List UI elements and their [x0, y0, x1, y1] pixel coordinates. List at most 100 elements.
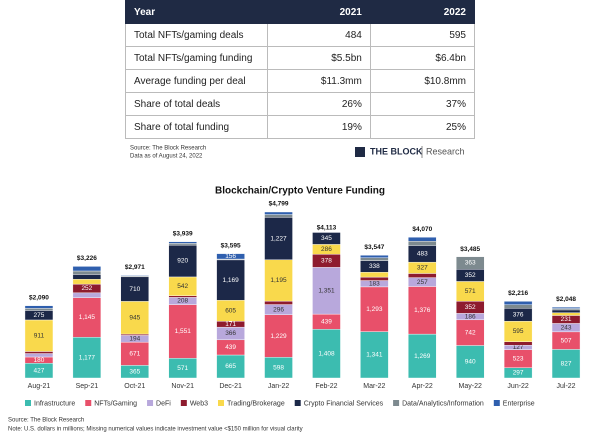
value-label: 1,195: [270, 277, 287, 284]
bar-segment: [120, 275, 149, 277]
value-label: 483: [417, 251, 428, 258]
value-label: 183: [369, 280, 380, 287]
total-label: $2,971: [125, 264, 145, 271]
bar-segment: [216, 259, 245, 301]
value-label: 1,293: [366, 306, 383, 313]
bar-segment: [551, 306, 581, 309]
legend-label: Enterprise: [503, 400, 535, 407]
x-tick-label: May-22: [459, 383, 482, 390]
bar-segment: [551, 308, 581, 311]
bar-segment: [360, 276, 389, 281]
value-label: 911: [34, 332, 45, 339]
x-tick-label: Apr-22: [412, 383, 433, 390]
table-row: Average funding per deal $11.3mm $10.8mm: [125, 69, 476, 93]
bar-segment: [264, 259, 293, 302]
value-label: 523: [513, 355, 524, 362]
value-label: 186: [465, 313, 476, 320]
table-cell: $5.5bn: [267, 46, 371, 70]
value-label: 194: [129, 336, 140, 343]
summary-table: Year 2021 2022 Total NFTs/gaming deals 48…: [125, 0, 476, 139]
chart-title: Blockchain/Crypto Venture Funding: [215, 186, 385, 197]
legend-swatch: [218, 400, 224, 406]
x-tick-label: Sep-21: [76, 383, 99, 390]
value-label: 338: [369, 263, 380, 270]
value-label: 571: [465, 288, 476, 295]
value-label: 365: [129, 368, 140, 375]
total-label: $2,048: [556, 296, 576, 303]
value-label: 1,229: [270, 333, 287, 340]
legend-swatch: [294, 400, 301, 406]
value-label: 366: [225, 330, 236, 337]
table-cell: 595: [369, 23, 476, 47]
legend-swatch: [180, 400, 187, 406]
value-label: 439: [321, 318, 332, 325]
value-label: 598: [273, 364, 284, 371]
value-label: 605: [225, 307, 236, 314]
table-cell: Total NFTs/gaming deals: [125, 23, 268, 47]
value-label: 920: [177, 258, 188, 265]
legend-label: NFTs/Gaming: [94, 400, 137, 407]
value-label: 208: [177, 298, 188, 305]
bar-segment: [216, 253, 245, 260]
bar-segment: [72, 266, 102, 272]
header-cell: 2022: [369, 0, 476, 24]
total-label: $2,216: [508, 290, 528, 297]
value-label: 275: [34, 312, 45, 319]
bar-segment: [168, 243, 197, 246]
bar-segment: [72, 292, 102, 298]
bar-segment: [360, 286, 389, 332]
legend-label: Crypto Financial Services: [304, 400, 384, 407]
value-label: 127: [513, 344, 524, 351]
value-label: 286: [321, 246, 332, 253]
value-label: 742: [465, 329, 476, 336]
table-cell: 25%: [369, 115, 476, 139]
table-row: Share of total funding 19% 25%: [125, 115, 476, 139]
value-label: 945: [129, 314, 140, 321]
table-cell: 19%: [267, 115, 371, 139]
bar-segment: [24, 319, 54, 352]
table-cell: Share of total funding: [125, 115, 268, 139]
total-label: $4,070: [412, 226, 432, 233]
legend-label: Trading/Brokerage: [227, 400, 285, 407]
x-tick-label: Nov-21: [171, 383, 194, 390]
bar-segment: [408, 237, 437, 242]
legend-label: Infrastructure: [34, 400, 75, 407]
value-label: 171: [225, 321, 236, 328]
x-tick-label: Aug-21: [28, 383, 51, 390]
table-row: Share of total deals 26% 37%: [125, 92, 476, 116]
bar-segment: [551, 309, 581, 313]
logo-icon: [355, 147, 365, 157]
bar-segment: [408, 286, 437, 335]
bar-segment: [312, 329, 341, 379]
bar-segment: [264, 214, 293, 218]
value-label: 542: [177, 283, 188, 290]
value-label: 1,269: [414, 353, 431, 360]
total-label: $3,226: [77, 255, 97, 262]
bar-segment: [360, 331, 389, 379]
value-label: 378: [321, 258, 332, 265]
value-label: 257: [417, 279, 428, 286]
bar-segment: [264, 211, 293, 215]
bar-segment: [360, 257, 389, 261]
x-tick-label: Dec-21: [219, 383, 242, 390]
table-cell: $11.3mm: [267, 69, 371, 93]
value-label: 710: [129, 286, 140, 293]
value-label: 156: [225, 253, 236, 260]
value-label: 296: [273, 306, 284, 313]
bar-segment: [456, 319, 485, 346]
value-label: 1,351: [318, 287, 335, 294]
total-label: $3,547: [364, 244, 384, 251]
value-label: 1,177: [79, 354, 96, 361]
bar-segment: [24, 351, 54, 354]
bar-segment: [408, 273, 437, 278]
source: Source: The Block Research: [130, 146, 206, 152]
bar-segment: [503, 301, 533, 305]
bar-segment: [456, 256, 485, 270]
value-label: 231: [561, 316, 572, 323]
total-label: $4,799: [269, 201, 289, 208]
bar-segment: [120, 333, 149, 336]
value-label: 352: [465, 272, 476, 279]
value-label: 1,341: [366, 352, 383, 359]
